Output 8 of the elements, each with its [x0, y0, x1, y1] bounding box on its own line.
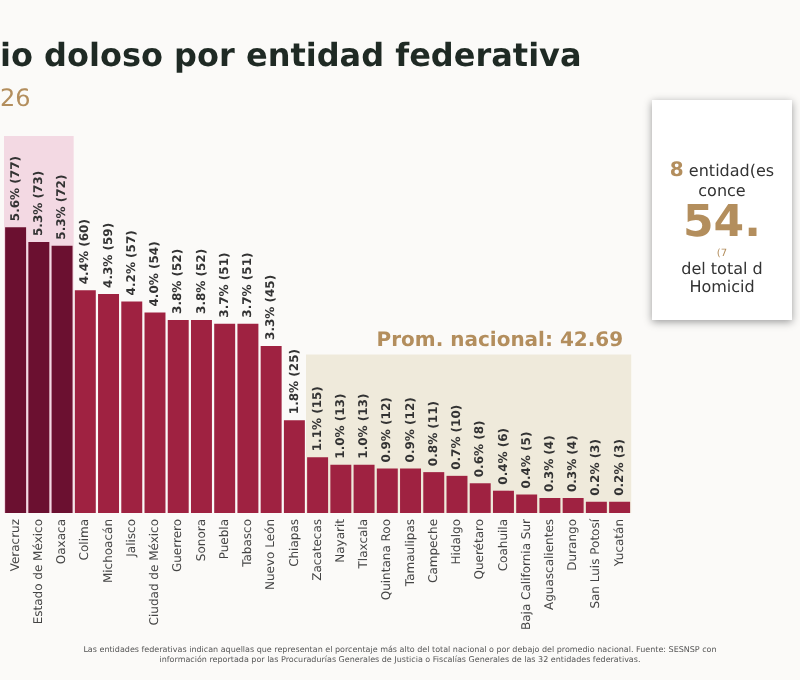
text: 8 entidad(es [667, 160, 777, 182]
band-label: Prom. nacional: 42.69 [376, 330, 624, 353]
text: conce [696, 182, 748, 200]
text: del total d [679, 260, 765, 278]
chart-title: io doloso por entidad federativa [0, 36, 582, 74]
chart-subtitle: 26 [0, 84, 31, 112]
text: Homicid [687, 278, 757, 296]
text: 54. [681, 198, 763, 248]
